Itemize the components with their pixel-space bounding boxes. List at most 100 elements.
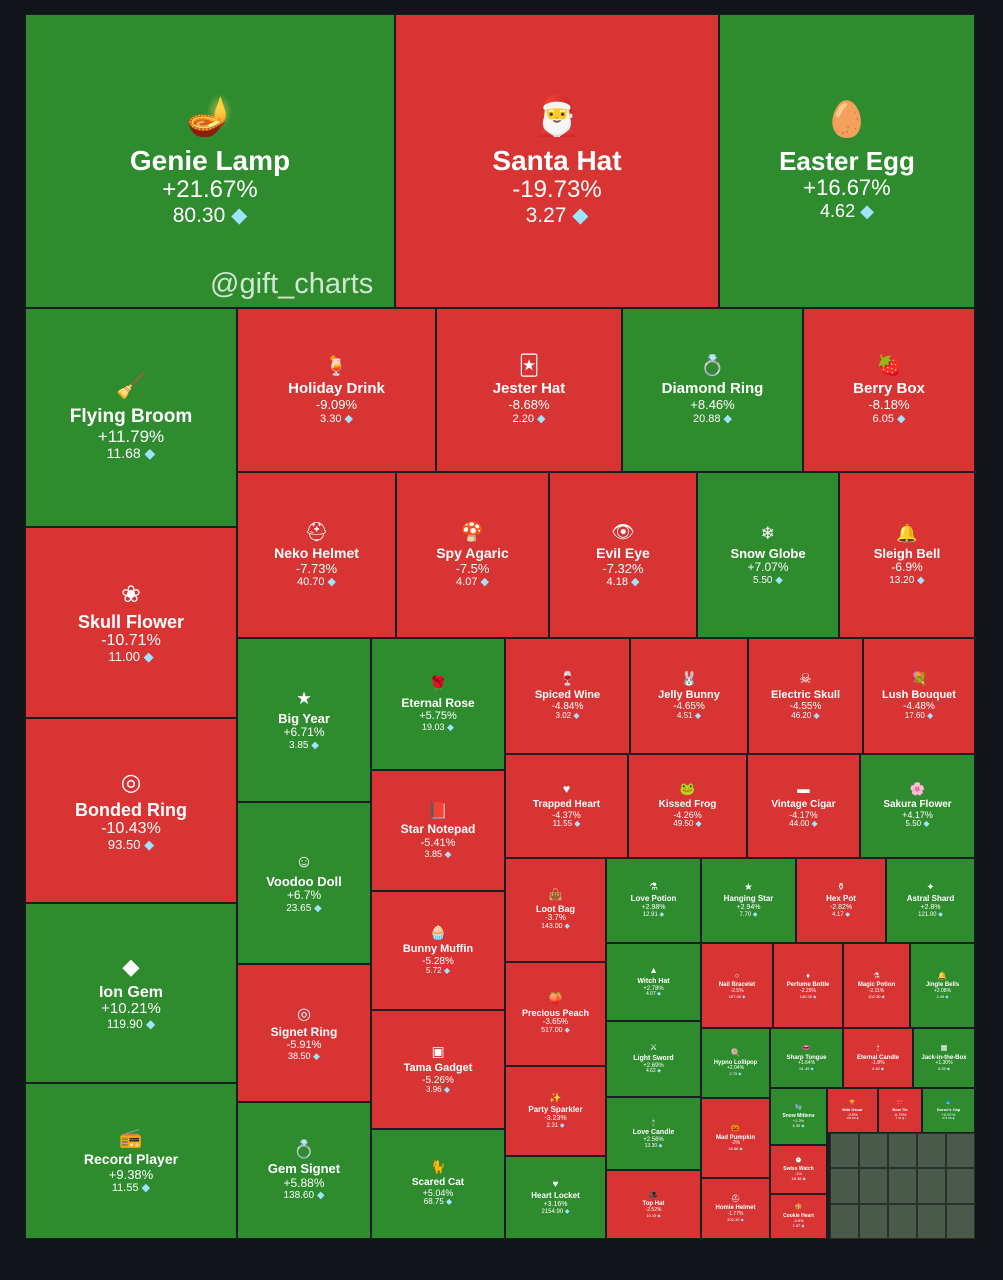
- treemap-tile[interactable]: 👜 Loot Bag -3.7% 143.00 ◆: [505, 858, 606, 962]
- treemap-tile[interactable]: ⚗ Magic Potion -2.11% 102.30 ◆: [843, 943, 910, 1028]
- treemap-tile[interactable]: 📕 Star Notepad -5.41% 3.85 ◆: [371, 770, 505, 891]
- treemap-tile[interactable]: 🌹 Eternal Rose +5.75% 19.03 ◆: [371, 638, 505, 770]
- tile-name: Big Year: [278, 710, 330, 726]
- treemap-tile[interactable]: ⛑ Homie Helmet -1.77% 202.30 ◆: [701, 1178, 770, 1239]
- treemap-tile[interactable]: ❄ Snow Globe +7.07% 5.50 ◆: [697, 472, 839, 638]
- tile-change: +3.16%: [543, 1201, 568, 1209]
- treemap-tile[interactable]: 📻 Record Player +9.38% 11.55 ◆: [25, 1083, 237, 1239]
- small-gift-cell[interactable]: [917, 1168, 946, 1204]
- treemap-tile[interactable]: ◎ Signet Ring -5.91% 38.50 ◆: [237, 964, 371, 1102]
- treemap-tile[interactable]: ▦ Jack-in-the-Box +1.30% 3.29 ◆: [913, 1028, 975, 1088]
- small-gift-cell[interactable]: [830, 1133, 859, 1169]
- bouquet-icon: 💐: [910, 670, 928, 686]
- treemap-tile[interactable]: ⛑ Neko Helmet -7.73% 40.70 ◆: [237, 472, 396, 638]
- treemap-tile[interactable]: ☺ Voodoo Doll +6.7% 23.65 ◆: [237, 802, 371, 964]
- treemap-tile[interactable]: 👁 Evil Eye -7.32% 4.18 ◆: [549, 472, 697, 638]
- treemap-tile[interactable]: 🧤 Snow Mittens +1.3% 5.30 ◆: [770, 1088, 827, 1145]
- treemap-tile[interactable]: 🃏 Jester Hat -8.68% 2.20 ◆: [436, 308, 622, 472]
- small-gift-cell[interactable]: [830, 1168, 859, 1204]
- treemap-tile[interactable]: 🧁 Bunny Muffin -5.28% 5.72 ◆: [371, 891, 505, 1010]
- treemap-tile[interactable]: 🍭 Hypno Lollipop +2.04% 2.75 ◆: [701, 1028, 770, 1098]
- treemap-tile[interactable]: ⚱ Hex Pot -2.82% 4.17 ◆: [796, 858, 886, 943]
- treemap-tile[interactable]: 🍑 Precious Peach -3.65% 517.00 ◆: [505, 962, 606, 1066]
- treemap-tile[interactable]: 🧹 Flying Broom +11.79% 11.68 ◆: [25, 308, 237, 527]
- tile-price: 11.55 ◆: [553, 819, 581, 829]
- genie-lamp-icon: 🪔: [186, 94, 234, 138]
- small-gift-cell[interactable]: [917, 1203, 946, 1239]
- treemap-tile[interactable]: 🍓 Berry Box -8.18% 6.05 ◆: [803, 308, 975, 472]
- treemap-tile[interactable]: ★ Big Year +6.71% 3.85 ◆: [237, 638, 371, 802]
- treemap-tile[interactable]: ♥ Trapped Heart -4.37% 11.55 ◆: [505, 754, 628, 858]
- small-gift-cell[interactable]: [888, 1168, 917, 1204]
- treemap-tile[interactable]: 🕯 Love Candle +2.56% 13.30 ◆: [606, 1097, 701, 1170]
- treemap-tile[interactable]: ○ Nail Bracelet -2.5% 187.00 ◆: [701, 943, 773, 1028]
- bunny-icon: 🐰: [680, 670, 698, 686]
- treemap-tile[interactable]: ❀ Skull Flower -10.71% 11.00 ◆: [25, 527, 237, 718]
- small-gift-cell[interactable]: [888, 1133, 917, 1169]
- tile-name: Homie Helmet: [715, 1205, 756, 1212]
- treemap-tile[interactable]: ▣ Tama Gadget -5.26% 3.96 ◆: [371, 1010, 505, 1129]
- treemap-tile[interactable]: ◎ Bonded Ring -10.43% 93.50 ◆: [25, 718, 237, 903]
- treemap-tile[interactable]: 🍷 Spiced Wine -4.84% 3.02 ◆: [505, 638, 630, 754]
- treemap-tile[interactable]: 🕯 Eternal Candle -1.8% 3.40 ◆: [843, 1028, 913, 1088]
- treemap-tile[interactable]: ✨ Party Sparkler -3.23% 2.31 ◆: [505, 1066, 606, 1156]
- small-gift-cell[interactable]: [946, 1168, 975, 1204]
- tile-price: 44.00 ◆: [789, 819, 817, 829]
- treemap-tile[interactable]: 🧢 Durov's Cap +0.67% 674.90 ◆: [922, 1088, 975, 1133]
- treemap-tile[interactable]: ☠ Electric Skull -4.55% 46.20 ◆: [748, 638, 863, 754]
- treemap-tile[interactable]: ⌚ Swiss Watch -1% 18.38 ◆: [770, 1145, 827, 1194]
- tile-change: +9.38%: [108, 1166, 154, 1182]
- treemap-tile[interactable]: 🥚 Easter Egg +16.67% 4.62 ◆: [719, 14, 975, 308]
- treemap-tile[interactable]: ◆ Ion Gem +10.21% 119.90 ◆: [25, 903, 237, 1083]
- treemap-tile[interactable]: 🍪 Cookie Heart -0.9% 1.87 ◆: [770, 1194, 827, 1239]
- small-gift-cell[interactable]: [946, 1203, 975, 1239]
- small-gift-cell[interactable]: [859, 1133, 888, 1169]
- treemap-tile[interactable]: 🎩 Top Hat -2.52% 10.19 ◆: [606, 1170, 701, 1239]
- treemap-tile[interactable]: 🎃 Mad Pumpkin -2% 16.86 ◆: [701, 1098, 770, 1178]
- treemap-tile[interactable]: 🐸 Kissed Frog -4.26% 49.50 ◆: [628, 754, 747, 858]
- treemap-tile[interactable]: ▬ Vintage Cigar -4.17% 44.00 ◆: [747, 754, 860, 858]
- treemap-tile[interactable]: ▲ Witch Hat +2.78% 4.07 ◆: [606, 943, 701, 1021]
- treemap-tile[interactable]: ✦ Astral Shard +2.8% 121.00 ◆: [886, 858, 975, 943]
- tile-change: +5.04%: [422, 1188, 454, 1199]
- tile-price-value: 51.49: [799, 1066, 810, 1072]
- tile-change: +2.04%: [726, 1065, 745, 1072]
- tile-change: +2.78%: [643, 985, 664, 992]
- treemap-tile[interactable]: ♥ Heart Locket +3.16% 2154.90 ◆: [505, 1156, 606, 1239]
- small-gift-cell[interactable]: [859, 1203, 888, 1239]
- treemap-tile[interactable]: ⚗ Love Potion +2.98% 12.91 ◆: [606, 858, 701, 943]
- treemap-tile[interactable]: 💍 Diamond Ring +8.46% 20.88 ◆: [622, 308, 803, 472]
- treemap-tile[interactable]: ♦ Perfume Bottle -2.26% 140.00 ◆: [773, 943, 843, 1028]
- treemap-tile[interactable]: 🌸 Sakura Flower +4.17% 5.50 ◆: [860, 754, 975, 858]
- small-gift-cell[interactable]: [917, 1133, 946, 1169]
- treemap-tile[interactable]: 🏆 Mini Oscar -0.9% 134.00 ◆: [827, 1088, 878, 1133]
- tile-name: Sleigh Bell: [873, 545, 941, 561]
- treemap-tile[interactable]: 💐 Lush Bouquet -4.48% 17.60 ◆: [863, 638, 975, 754]
- treemap-tile[interactable]: ⚔ Light Sword +2.69% 4.62 ◆: [606, 1021, 701, 1097]
- treemap-tile[interactable]: 🐈 Scared Cat +5.04% 68.75 ◆: [371, 1129, 505, 1239]
- tile-name: Jelly Bunny: [658, 688, 720, 701]
- treemap-tile[interactable]: 🐰 Jelly Bunny -4.65% 4.51 ◆: [630, 638, 748, 754]
- treemap-tile[interactable]: 🎀 Bow Tie -0.79% 7.41 ◆: [878, 1088, 922, 1133]
- treemap-tile[interactable]: 🔔 Sleigh Bell -6.9% 13.20 ◆: [839, 472, 975, 638]
- small-gift-cell[interactable]: [946, 1133, 975, 1169]
- treemap-tile[interactable]: ★ Hanging Star +2.94% 7.70 ◆: [701, 858, 796, 943]
- tile-price-value: 3.40: [872, 1066, 880, 1072]
- tile-name: Santa Hat: [492, 145, 622, 177]
- treemap-tile[interactable]: 👄 Sharp Tongue +1.64% 51.49 ◆: [770, 1028, 843, 1088]
- small-gift-cell[interactable]: [859, 1168, 888, 1204]
- diamond-icon: ◆: [477, 576, 489, 589]
- tile-price: 11.00 ◆: [108, 649, 153, 665]
- treemap-tile[interactable]: 🔔 Jingle Bells +2.08% 2.49 ◆: [910, 943, 975, 1028]
- tile-price: 93.50 ◆: [108, 837, 154, 853]
- tile-price-value: 16.86: [728, 1146, 739, 1152]
- diamond-icon: ◆: [951, 1116, 955, 1121]
- treemap-tile[interactable]: 💍 Gem Signet +5.88% 138.60 ◆: [237, 1102, 371, 1239]
- treemap-tile[interactable]: 🪔 Genie Lamp +21.67% 80.30 ◆: [25, 14, 395, 308]
- small-gift-cell[interactable]: [888, 1203, 917, 1239]
- small-gift-cell[interactable]: [830, 1203, 859, 1239]
- treemap-tile[interactable]: 🍹 Holiday Drink -9.09% 3.30 ◆: [237, 308, 436, 472]
- tile-name: Durov's Cap: [936, 1107, 961, 1113]
- treemap-tile[interactable]: 🍄 Spy Agaric -7.5% 4.07 ◆: [396, 472, 549, 638]
- treemap-tile[interactable]: 🎅 Santa Hat -19.73% 3.27 ◆: [395, 14, 719, 308]
